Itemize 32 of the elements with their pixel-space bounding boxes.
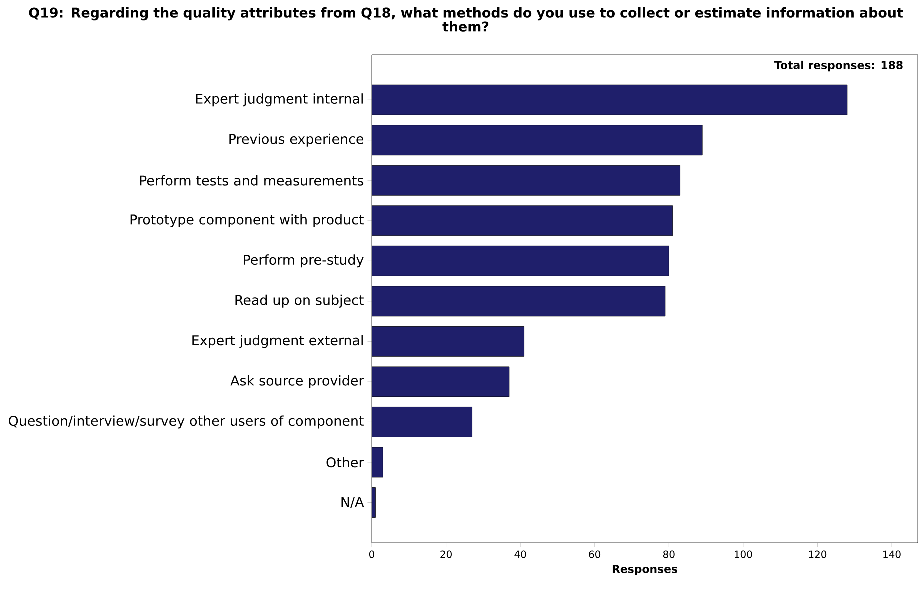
x-tick-label: 120: [809, 550, 827, 558]
bar: [372, 447, 384, 478]
bar: [372, 407, 472, 438]
y-tick-label: Expert judgment internal: [196, 94, 363, 107]
bar: [372, 246, 670, 276]
y-tick-label: Perform pre-study: [244, 254, 364, 268]
bar: [372, 125, 703, 156]
x-tick-label: 80: [663, 550, 675, 558]
y-tick-label: Question/interview/survey other users of component: [9, 416, 364, 429]
y-tick-label: Other: [326, 457, 364, 468]
y-tick-label: N/A: [342, 497, 364, 508]
y-tick-label: Expert judgment external: [192, 335, 363, 348]
y-tick-label: Read up on subject: [236, 294, 364, 308]
x-tick-label: 100: [735, 550, 752, 558]
x-tick-label: 0: [369, 550, 375, 558]
bar: [372, 165, 680, 196]
x-tick-label: 40: [514, 550, 526, 558]
x-tick-label: 140: [884, 550, 901, 558]
bar: [372, 326, 524, 357]
bar: [372, 84, 848, 116]
x-tick-label: 20: [440, 550, 452, 558]
chart-title: Q19: Regarding the quality attributes from Q18, what methods do you use to collect or estimate information about them?: [29, 8, 904, 32]
bar: [372, 286, 666, 317]
annotation: Total responses: 188: [774, 60, 903, 72]
bar: [372, 366, 510, 398]
y-tick-label: Ask source provider: [230, 375, 364, 388]
x-axis-title: Responses: [612, 565, 678, 576]
y-tick-label: Prototype component with product: [130, 214, 364, 228]
bar: [372, 206, 674, 236]
y-tick-label: Previous experience: [230, 134, 364, 147]
x-tick-label: 60: [589, 550, 601, 558]
y-tick-label: Perform tests and measurements: [140, 175, 364, 186]
